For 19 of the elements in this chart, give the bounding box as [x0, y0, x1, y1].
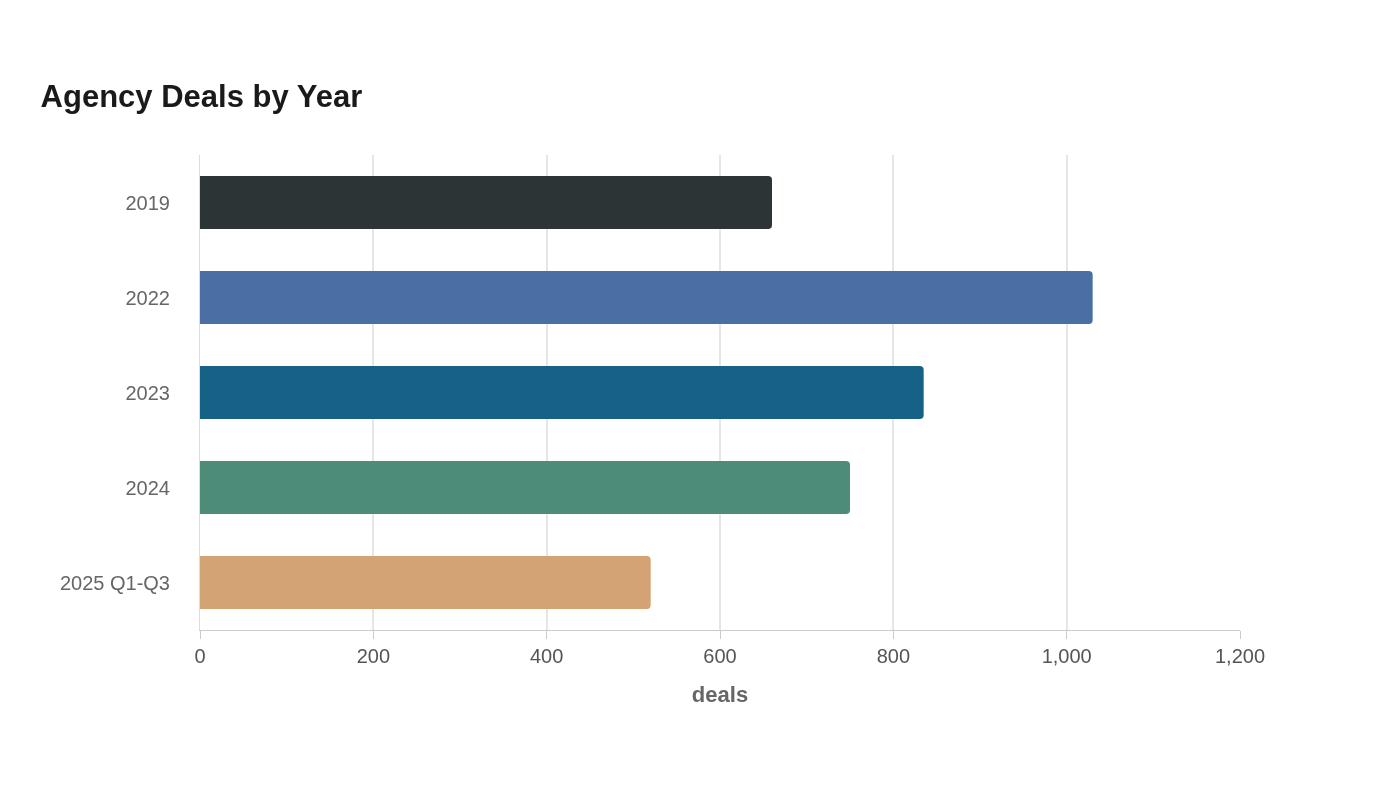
x-tick-label: 600 — [703, 645, 737, 667]
x-tick-label: 200 — [356, 645, 391, 667]
bar — [200, 460, 850, 515]
x-tick-label: 1,200 — [1214, 645, 1266, 667]
chart-title: Agency Deals by Year — [40, 78, 363, 114]
x-axis-title: deals — [691, 681, 749, 707]
bar — [200, 175, 772, 230]
y-tick-label: 2022 — [125, 286, 170, 309]
y-tick-label: 2024 — [125, 476, 170, 499]
y-tick-label: 2025 Q1-Q3 — [59, 571, 170, 594]
x-tick-label: 800 — [876, 645, 911, 667]
y-tick-label: 2023 — [125, 381, 170, 404]
y-tick-label: 2019 — [125, 191, 170, 214]
x-tick-label: 400 — [529, 645, 564, 667]
x-tick-label: 0 — [194, 645, 206, 667]
bar — [200, 555, 651, 610]
x-tick-label: 1,000 — [1041, 645, 1092, 667]
bar — [200, 365, 924, 420]
bar — [200, 270, 1093, 325]
